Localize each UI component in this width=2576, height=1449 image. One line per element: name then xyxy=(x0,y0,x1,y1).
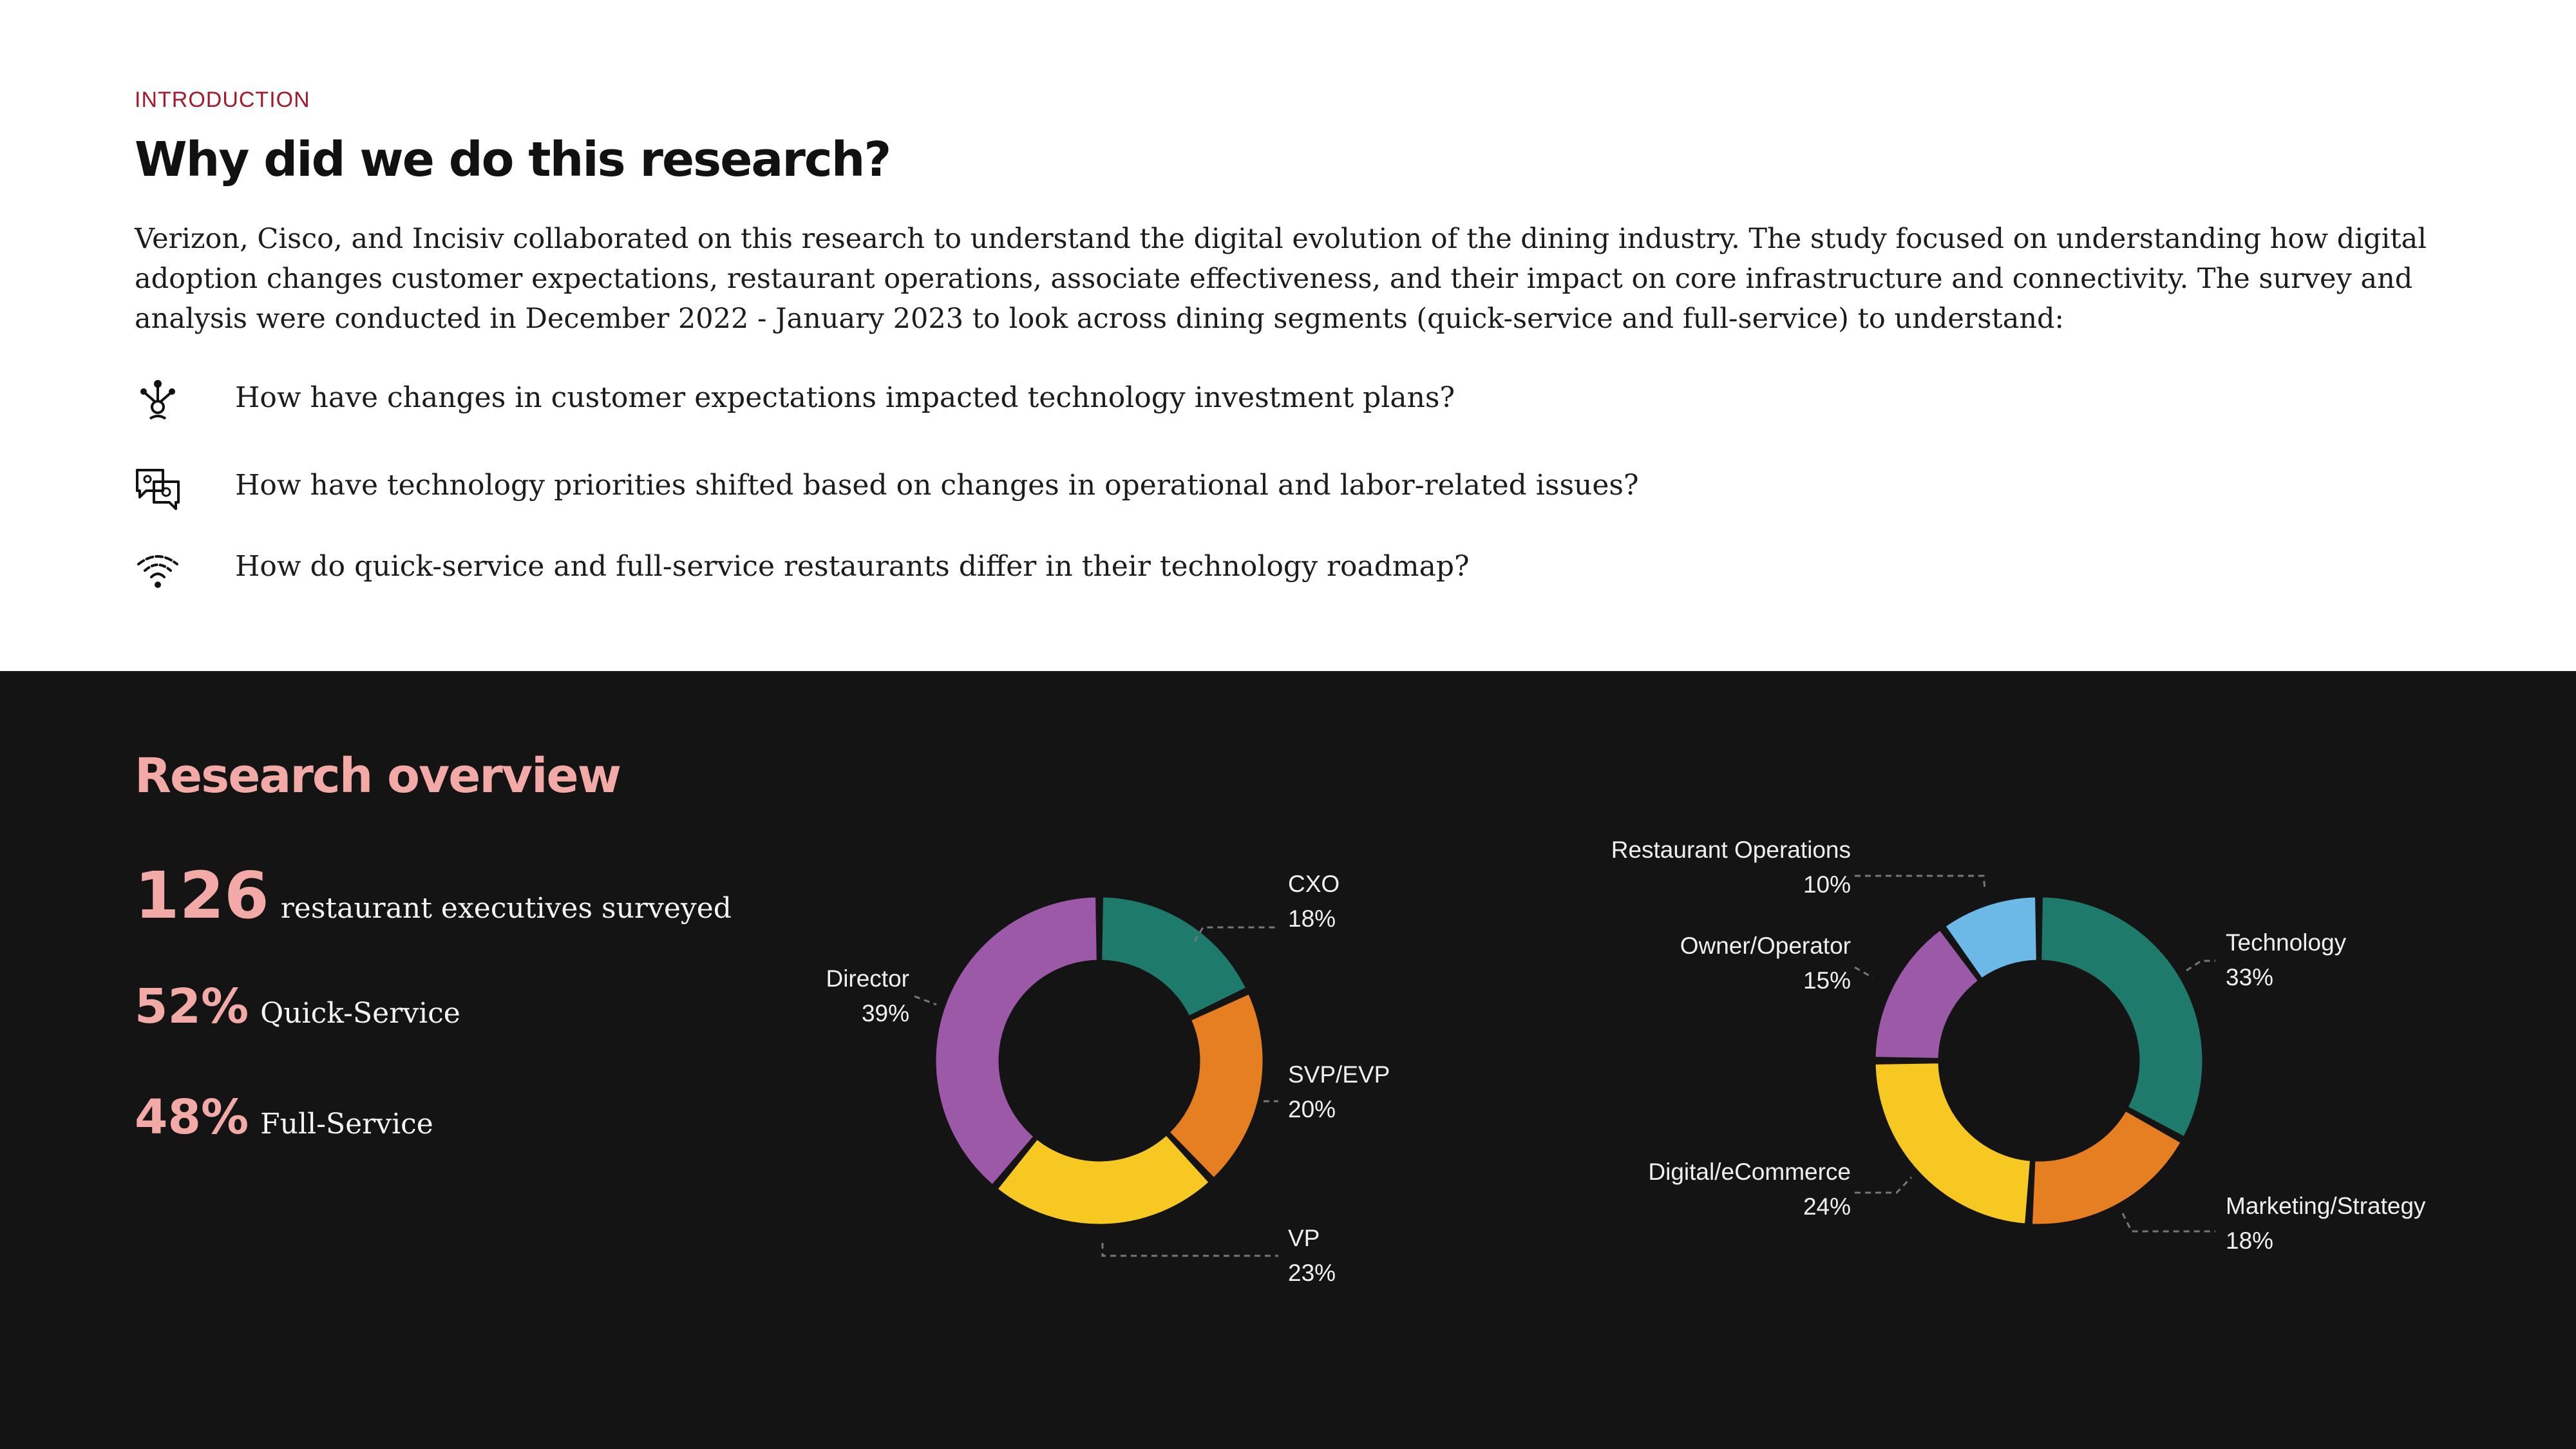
slice-label: Digital/eCommerce xyxy=(1648,1159,1851,1185)
donut-slice xyxy=(1168,992,1265,1180)
donut-charts: CXO 18% SVP/EVP 20% VP 23% Director 39% Technolo… xyxy=(826,837,2426,1286)
leader-line xyxy=(1193,926,1278,942)
leader-line xyxy=(2186,960,2215,972)
network-node-icon xyxy=(140,380,175,420)
slice-value-label: 15% xyxy=(1803,967,1851,994)
donut-slice xyxy=(2030,1109,2183,1226)
slice-label: Marketing/Strategy xyxy=(2226,1193,2426,1219)
chat-bubbles-icon xyxy=(136,469,180,510)
leader-line xyxy=(1855,1176,1913,1194)
question-text: How have changes in customer expectation… xyxy=(235,381,1455,414)
slice-label: CXO xyxy=(1288,871,1340,897)
slice-value-label: 20% xyxy=(1288,1096,1336,1122)
question-text: How do quick-service and full-service re… xyxy=(235,550,1470,583)
stat-label: Quick-Service xyxy=(260,997,460,1030)
slice-value-label: 10% xyxy=(1803,871,1851,898)
intro-paragraph: Verizon, Cisco, and Incisiv collaborated… xyxy=(135,223,2427,335)
donut-slice xyxy=(934,895,1099,1187)
question-item: How do quick-service and full-service re… xyxy=(135,546,2067,591)
stat-value: 126 xyxy=(135,858,269,933)
stat-quick-service: 52% Quick-Service xyxy=(135,979,460,1034)
question-text: How have technology priorities shifted b… xyxy=(235,469,1639,502)
slice-label: VP xyxy=(1288,1225,1320,1251)
leader-line xyxy=(1855,875,1986,889)
stat-full-service: 48% Full-Service xyxy=(135,1090,433,1145)
wifi-signal-icon xyxy=(137,555,178,588)
slice-label: SVP/EVP xyxy=(1288,1061,1390,1088)
slice-label: Technology xyxy=(2226,929,2347,956)
donut-slice xyxy=(996,1133,1211,1226)
introduction-section: INTRODUCTION Why did we do this research… xyxy=(0,0,2576,671)
page-title: Why did we do this research? xyxy=(135,132,891,187)
slice-value-label: 18% xyxy=(1288,905,1336,932)
question-item: How have changes in customer expectation… xyxy=(135,377,2067,422)
research-overview-section: Research overview 126 restaurant executiv… xyxy=(0,671,2576,1449)
slice-value-label: 24% xyxy=(1803,1193,1851,1220)
donut-slice xyxy=(2040,895,2204,1139)
question-item: How have technology priorities shifted b… xyxy=(135,465,2067,510)
donut-slice xyxy=(1100,895,1248,1018)
slice-value-label: 33% xyxy=(2226,964,2273,990)
slice-value-label: 23% xyxy=(1288,1260,1336,1286)
donut-slice xyxy=(1944,895,2038,980)
stat-value: 48% xyxy=(135,1090,249,1145)
leader-line xyxy=(2121,1213,2215,1233)
donut-slice xyxy=(1873,928,1980,1060)
slice-value-label: 39% xyxy=(862,1000,909,1027)
stat-label: restaurant executives surveyed xyxy=(280,892,732,925)
stat-value: 52% xyxy=(135,979,249,1034)
slice-value-label: 18% xyxy=(2226,1227,2273,1254)
overview-title: Research overview xyxy=(135,748,621,804)
slice-label: Director xyxy=(826,965,909,992)
leader-line xyxy=(1101,1243,1278,1257)
section-eyebrow: INTRODUCTION xyxy=(135,88,310,112)
slice-label: Owner/Operator xyxy=(1680,933,1851,959)
slice-label: Restaurant Operations xyxy=(1611,837,1851,863)
leader-line xyxy=(1854,966,1873,979)
leader-line xyxy=(914,995,937,1006)
stat-label: Full-Service xyxy=(260,1108,433,1141)
stat-executives: 126 restaurant executives surveyed xyxy=(135,858,732,933)
donut-slice xyxy=(1873,1061,2032,1226)
